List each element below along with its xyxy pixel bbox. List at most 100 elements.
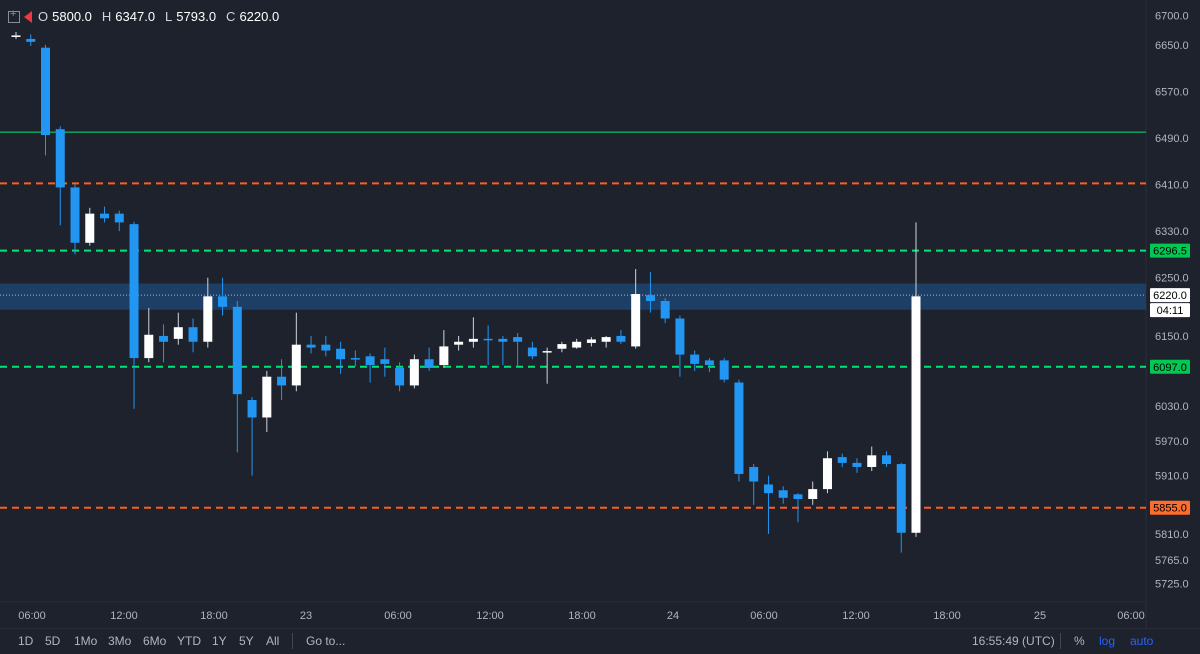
candle-body-down <box>247 400 257 418</box>
goto-button[interactable]: Go to... <box>306 634 346 648</box>
high-value: 6347.0 <box>115 9 156 24</box>
candle-body-down <box>395 367 405 386</box>
candle-body-down <box>41 47 51 136</box>
candle-body-up <box>911 296 921 533</box>
candle-body-down <box>114 213 124 223</box>
candle-body-up <box>85 213 95 243</box>
candle-body-down <box>100 213 110 219</box>
candle-body-down <box>734 382 744 474</box>
candle-body-down <box>749 466 759 482</box>
expand-icon[interactable] <box>8 8 20 23</box>
auto-toggle[interactable]: auto <box>1130 634 1154 648</box>
candle-body-up <box>867 455 877 467</box>
candle-body-up <box>468 338 478 342</box>
price-tick-label: 5970.0 <box>1155 436 1189 448</box>
price-tick-label: 6150.0 <box>1155 331 1189 343</box>
price-label-orange: 5855.0 <box>1153 503 1187 515</box>
time-tick-label: 06:00 <box>750 610 778 622</box>
timeframe-5y[interactable]: 5Y <box>239 634 254 648</box>
price-label-box <box>1150 500 1190 515</box>
price-label-box <box>1150 303 1190 318</box>
price-tick-label: 6410.0 <box>1155 180 1189 192</box>
candle-body-up <box>572 341 582 348</box>
candle-body-down <box>513 337 523 342</box>
price-label-box <box>1150 243 1190 258</box>
time-tick-label: 24 <box>667 610 679 622</box>
candle-body-down <box>675 318 685 355</box>
candle-body-up <box>631 294 641 347</box>
log-toggle[interactable]: log <box>1099 634 1116 648</box>
price-tick-label: 5910.0 <box>1155 471 1189 483</box>
low-label: L <box>165 9 173 24</box>
candle-body-down <box>660 301 670 319</box>
price-tick-label: 5810.0 <box>1155 529 1189 541</box>
time-tick-label: 18:00 <box>200 610 228 622</box>
candle-body-up <box>291 344 301 386</box>
timeframe-1y[interactable]: 1Y <box>212 634 227 648</box>
candle-body-up <box>11 35 21 37</box>
time-axis[interactable]: 06:00 12:00 18:00 23 06:00 12:00 18:00 24 06:00 1… <box>18 610 1145 622</box>
time-tick-label: 18:00 <box>933 610 961 622</box>
price-tick-label: 6250.0 <box>1155 273 1189 285</box>
candle-body-down <box>498 338 508 342</box>
open-label: O <box>38 9 49 24</box>
candle-body-down <box>26 38 36 42</box>
candle-body-up <box>822 458 832 490</box>
chart-background <box>0 0 1200 628</box>
candle-body-down <box>881 455 891 465</box>
candle-body-down <box>719 360 729 380</box>
price-tick-label: 5765.0 <box>1155 555 1189 567</box>
support-zone <box>0 283 1146 310</box>
close-value: 6220.0 <box>239 9 280 24</box>
high-label: H <box>101 9 112 24</box>
candle-body-down <box>232 306 242 395</box>
price-label-green: 6296.5 <box>1153 246 1187 258</box>
flag-icon[interactable] <box>24 10 32 23</box>
price-tick-label: 6490.0 <box>1155 133 1189 145</box>
candle-body-down <box>616 335 626 342</box>
candle-body-down <box>704 360 714 366</box>
candle-body-up <box>409 359 419 386</box>
candle-body-down <box>793 494 803 499</box>
price-label-last: 6220.0 <box>1153 290 1187 302</box>
candle-body-down <box>852 462 862 467</box>
candle-body-down <box>896 464 906 533</box>
timeframe-all[interactable]: All <box>266 634 280 648</box>
candle-body-up <box>557 344 567 349</box>
candle-body-down <box>277 376 287 386</box>
horizontal-levels[interactable] <box>0 131 1146 509</box>
utc-clock[interactable]: 16:55:49 (UTC) <box>972 634 1055 648</box>
timeframe-5d[interactable]: 5D <box>45 634 61 648</box>
price-tick-label: 5725.0 <box>1155 578 1189 590</box>
time-tick-label: 12:00 <box>110 610 138 622</box>
candle-body-down <box>350 358 360 360</box>
price-axis[interactable]: 6700.0 6650.0 6570.0 6490.0 6410.0 6330.0 6250… <box>1155 11 1189 591</box>
close-label: C <box>226 9 236 24</box>
candle-body-down <box>321 344 331 351</box>
time-tick-label: 12:00 <box>842 610 870 622</box>
price-tick-label: 6700.0 <box>1155 11 1189 23</box>
time-tick-label: 06:00 <box>18 610 46 622</box>
candle-body-down <box>188 327 198 342</box>
price-labels: 6296.5 6220.0 04:11 6097.0 5855.0 <box>1150 243 1190 515</box>
candle-body-down <box>336 348 346 360</box>
candle-body-down <box>778 490 788 498</box>
price-label-box <box>1150 288 1190 303</box>
timeframe-1mo[interactable]: 1Mo <box>74 634 98 648</box>
toolbar-divider <box>292 633 293 649</box>
candle-body-down <box>129 224 139 359</box>
timeframe-ytd[interactable]: YTD <box>177 634 201 648</box>
percent-toggle[interactable]: % <box>1074 634 1085 648</box>
timeframe-3mo[interactable]: 3Mo <box>108 634 132 648</box>
price-tick-label: 6650.0 <box>1155 40 1189 52</box>
candlestick-chart[interactable]: 6700.0 6650.0 6570.0 6490.0 6410.0 6330.0 6250… <box>0 0 1200 628</box>
timeframe-1d[interactable]: 1D <box>18 634 34 648</box>
timeframe-6mo[interactable]: 6Mo <box>143 634 167 648</box>
candle-body-up <box>542 351 552 353</box>
candle-body-down <box>424 359 434 368</box>
price-label-green: 6097.0 <box>1153 362 1187 374</box>
toolbar-divider <box>1060 633 1061 649</box>
low-value: 5793.0 <box>176 9 217 24</box>
candle-body-up <box>144 334 154 359</box>
chart-area[interactable]: 6700.0 6650.0 6570.0 6490.0 6410.0 6330.0 6250… <box>0 0 1200 628</box>
